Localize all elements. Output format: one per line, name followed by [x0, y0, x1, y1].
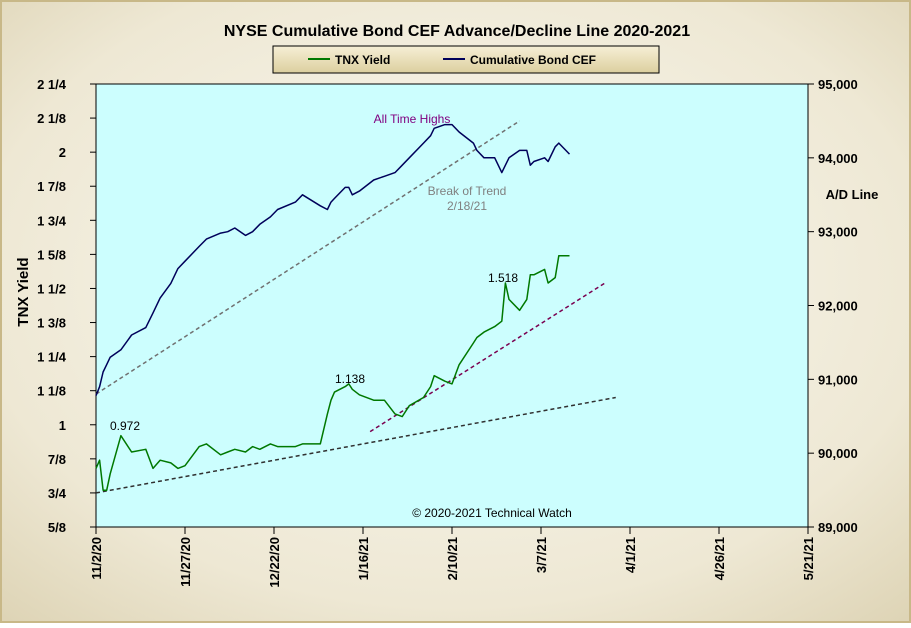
annotation-1518: 1.518 — [488, 271, 518, 285]
annotation-break-date: 2/18/21 — [447, 199, 487, 213]
series-line-cumulative-bond-cef — [95, 123, 571, 396]
y-left-tick-label: 1 5/8 — [37, 247, 66, 262]
annotation-break-of-trend: Break of Trend — [428, 184, 507, 198]
y-right-tick-label: 92,000 — [818, 299, 858, 314]
y-left-axis-title: TNX Yield — [15, 257, 32, 326]
x-tick-label: 3/7/21 — [534, 537, 549, 573]
y-left-tick-label: 1 1/2 — [37, 281, 66, 296]
y-left-tick-label: 2 — [59, 145, 66, 160]
y-left-axis: 5/8 3/4 7/8 1 1 1/8 1 1/4 1 3/8 1 1/2 1 5/8 1 3/4… — [37, 77, 96, 535]
y-right-tick-label: 95,000 — [818, 77, 858, 92]
y-right-axis-title: A/D Line — [826, 187, 879, 202]
y-left-tick-label: 2 1/4 — [37, 77, 67, 92]
y-left-tick-label: 7/8 — [48, 452, 66, 467]
y-right-axis: 89,000 90,000 91,000 92,000 93,000 94,000 95,0… — [808, 77, 858, 535]
chart-title: NYSE Cumulative Bond CEF Advance/Decline… — [224, 23, 690, 40]
annotation-0972: 0.972 — [110, 419, 140, 433]
y-left-tick-label: 1 7/8 — [37, 179, 66, 194]
x-tick-label: 11/27/20 — [178, 537, 193, 587]
trendline-tnx-short-trend — [369, 282, 606, 433]
legend-label-tnx: TNX Yield — [335, 53, 390, 67]
x-tick-label: 1/16/21 — [356, 537, 371, 580]
legend-box — [272, 45, 660, 74]
y-right-tick-label: 93,000 — [818, 225, 858, 240]
y-left-tick-label: 1 — [59, 418, 66, 433]
x-tick-label: 11/2/20 — [89, 537, 104, 580]
trendline-cef-uptrend — [95, 120, 521, 395]
x-tick-label: 12/22/20 — [267, 537, 282, 588]
y-left-tick-label: 3/4 — [48, 486, 67, 501]
y-left-tick-label: 1 3/4 — [37, 213, 67, 228]
annotation-all-time-highs: All Time Highs — [374, 112, 451, 126]
series-line-tnx-yield — [95, 254, 570, 491]
y-left-tick-label: 1 3/8 — [37, 316, 66, 331]
x-tick-label: 5/21/21 — [801, 537, 816, 580]
y-right-tick-label: 91,000 — [818, 372, 858, 387]
y-left-tick-label: 5/8 — [48, 520, 66, 535]
y-right-tick-label: 90,000 — [818, 446, 858, 461]
plot-area — [95, 83, 809, 528]
y-right-tick-label: 94,000 — [818, 151, 858, 166]
trendlines — [95, 120, 616, 494]
copyright-text: © 2020-2021 Technical Watch — [412, 506, 572, 520]
legend-label-cef: Cumulative Bond CEF — [470, 53, 596, 67]
y-left-tick-label: 1 1/4 — [37, 350, 67, 365]
y-left-tick-label: 1 1/8 — [37, 384, 66, 399]
legend: TNX Yield Cumulative Bond CEF — [272, 45, 660, 74]
x-tick-label: 4/26/21 — [712, 537, 727, 580]
x-tick-label: 4/1/21 — [623, 537, 638, 573]
y-left-tick-label: 2 1/8 — [37, 111, 66, 126]
series-layer — [95, 123, 571, 491]
annotation-1138: 1.138 — [335, 372, 365, 386]
x-tick-label: 2/10/21 — [445, 537, 460, 580]
y-right-tick-label: 89,000 — [818, 520, 858, 535]
x-axis: 11/2/20 11/27/20 12/22/20 1/16/21 2/10/21 3/7… — [89, 527, 816, 588]
